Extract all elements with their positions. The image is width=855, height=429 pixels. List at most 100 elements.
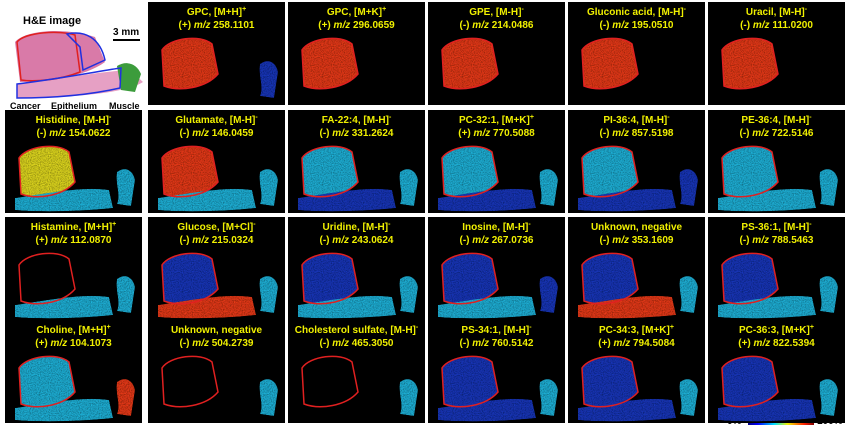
- polarity: (+): [738, 338, 751, 349]
- mz-value: 504.2739: [212, 338, 254, 349]
- ion-image-panel: Cholesterol sulfate, [M-H]- (-) m/z 465.3…: [288, 320, 425, 423]
- cancer-outline: [721, 355, 779, 408]
- polarity: (+): [598, 338, 611, 349]
- tissue-signal: [582, 38, 638, 89]
- he-title: H&E image: [23, 15, 81, 27]
- tissue-signal: [442, 253, 498, 304]
- ion-image-panel: PI-36:4, [M-H]- (-) m/z 857.5198: [568, 110, 705, 213]
- mz-value: 258.1101: [213, 20, 255, 31]
- ion-mz: (+) m/z 296.0659: [318, 20, 395, 31]
- region-label: Muscle: [109, 101, 140, 111]
- ion-name: FA-22:4, [M-H]-: [322, 114, 392, 126]
- ion-charge: +: [107, 324, 111, 331]
- tissue-signal: [438, 295, 536, 319]
- mz-label: m/z: [612, 235, 629, 246]
- ion-image-panel: PC-32:1, [M+K]+ (+) m/z 770.5088: [428, 110, 565, 213]
- polarity: (-): [320, 128, 330, 139]
- tissue-signal: [722, 356, 778, 407]
- ion-charge: +: [112, 221, 116, 228]
- ion-name-text: Uridine, [M-H]: [323, 222, 389, 233]
- ion-name: PC-36:3, [M+K]+: [739, 324, 814, 336]
- tissue-signal: [298, 188, 396, 212]
- polarity: (-): [600, 20, 610, 31]
- ion-name: Histamine, [M+H]+: [31, 221, 117, 233]
- ion-name-text: PS-36:1, [M-H]: [741, 222, 809, 233]
- he-panel: H&E image 3 mm Cancer Epithelium Muscle: [10, 15, 143, 111]
- ion-mz: (-) m/z 215.0324: [180, 235, 254, 246]
- tissue-signal: [116, 276, 135, 313]
- tissue-signal: [15, 295, 113, 319]
- cancer-outline: [161, 37, 219, 90]
- ion-image-panel: GPE, [M-H]- (-) m/z 214.0486: [428, 2, 565, 105]
- ion-mz: (-) m/z 722.5146: [740, 128, 814, 139]
- ion-charge: -: [253, 221, 256, 228]
- ion-image-panel: PC-36:3, [M+K]+ (+) m/z 822.5394: [708, 320, 845, 423]
- mz-label: m/z: [194, 20, 211, 31]
- tissue-signal: [679, 276, 698, 313]
- ion-name: PE-36:4, [M-H]-: [741, 114, 812, 126]
- ion-image-panel: Histidine, [M-H]- (-) m/z 154.0622: [5, 110, 142, 213]
- ion-charge: -: [667, 114, 670, 121]
- mz-label: m/z: [612, 20, 629, 31]
- ion-name: Histidine, [M-H]-: [36, 114, 112, 126]
- polarity: (-): [460, 20, 470, 31]
- ion-charge: -: [416, 324, 419, 331]
- ion-image-panel: Unknown, negative (-) m/z 504.2739: [148, 320, 285, 423]
- ion-mz: (-) m/z 243.0624: [320, 235, 394, 246]
- tissue-signal: [679, 169, 698, 206]
- ion-name-text: Unknown, negative: [171, 325, 263, 336]
- cancer-outline: [161, 252, 219, 305]
- ion-name: PS-34:1, [M-H]-: [461, 324, 532, 336]
- mz-value: 331.2624: [352, 128, 394, 139]
- region-label: Epithelium: [51, 101, 97, 111]
- ion-charge: -: [809, 221, 812, 228]
- polarity: (-): [320, 338, 330, 349]
- ion-name-text: Choline, [M+H]: [36, 325, 106, 336]
- mz-label: m/z: [753, 20, 770, 31]
- tissue-signal: [302, 38, 358, 89]
- cancer-outline: [441, 37, 499, 90]
- cancer-outline: [301, 252, 359, 305]
- ion-mz: (+) m/z 112.0870: [36, 235, 112, 246]
- ion-mz: (-) m/z 760.5142: [460, 338, 534, 349]
- tissue-signal: [539, 379, 558, 416]
- polarity: (-): [180, 235, 190, 246]
- mz-value: 214.0486: [492, 20, 534, 31]
- ion-image-panel: FA-22:4, [M-H]- (-) m/z 331.2624: [288, 110, 425, 213]
- polarity: (-): [460, 338, 470, 349]
- mz-label: m/z: [192, 235, 209, 246]
- mz-value: 111.0200: [772, 20, 813, 31]
- cancer-outline: [18, 252, 76, 305]
- tissue-signal: [15, 398, 113, 422]
- tissue-signal: [539, 169, 558, 206]
- tissue: [17, 70, 143, 98]
- ion-charge: -: [389, 114, 392, 121]
- ion-name: GPC, [M+H]+: [187, 6, 246, 18]
- cancer-outline: [441, 252, 499, 305]
- tissue-signal: [116, 169, 135, 206]
- polarity: (-): [740, 235, 750, 246]
- mz-label: m/z: [612, 128, 629, 139]
- ion-name-text: PI-36:4, [M-H]: [603, 115, 667, 126]
- polarity: (+): [458, 128, 471, 139]
- ion-mz: (-) m/z 214.0486: [460, 20, 534, 31]
- ion-name: PC-32:1, [M+K]+: [459, 114, 534, 126]
- ion-image-panel: Inosine, [M-H]- (-) m/z 267.0736: [428, 217, 565, 320]
- epithelium-outline: [16, 32, 122, 99]
- cancer-outline: [721, 252, 779, 305]
- ion-name-text: Glucose, [M+Cl]: [177, 222, 253, 233]
- ion-mz: (-) m/z 788.5463: [740, 235, 814, 246]
- ion-mz: (-) m/z 465.3050: [320, 338, 394, 349]
- ion-mz: (-) m/z 195.0510: [600, 20, 674, 31]
- tissue-signal: [539, 276, 558, 313]
- mz-value: 215.0324: [212, 235, 254, 246]
- tissue-signal: [302, 146, 358, 197]
- cancer-outline: [581, 252, 639, 305]
- cancer-outline: [721, 145, 779, 198]
- scale-label: 3 mm: [113, 27, 139, 38]
- tissue-signal: [399, 276, 418, 313]
- ion-image-panel: Unknown, negative (-) m/z 353.1609: [568, 217, 705, 320]
- ion-charge: -: [255, 114, 258, 121]
- polarity: (+): [179, 20, 192, 31]
- ion-charge: -: [805, 6, 808, 13]
